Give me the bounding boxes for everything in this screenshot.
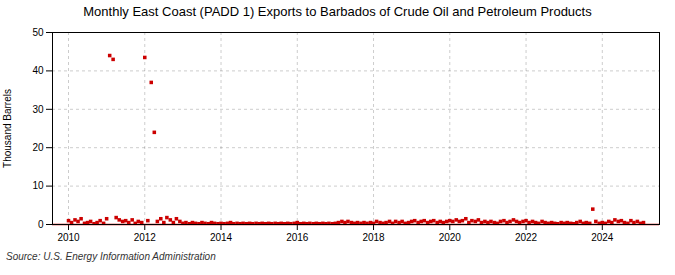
svg-text:2014: 2014 bbox=[210, 232, 233, 243]
svg-text:Thousand Barrels: Thousand Barrels bbox=[2, 89, 13, 168]
html-text:Source: U.S. Energy Informatio: Source: U.S. Energy Information Administ… bbox=[6, 251, 216, 262]
svg-text:2022: 2022 bbox=[515, 232, 538, 243]
svg-text:2012: 2012 bbox=[134, 232, 157, 243]
svg-text:50: 50 bbox=[32, 27, 44, 38]
svg-text:20: 20 bbox=[32, 142, 44, 153]
svg-text:0: 0 bbox=[38, 219, 44, 230]
svg-text:10: 10 bbox=[32, 180, 44, 191]
svg-text:2020: 2020 bbox=[439, 232, 462, 243]
svg-text:2010: 2010 bbox=[57, 232, 80, 243]
svg-text:2016: 2016 bbox=[286, 232, 309, 243]
svg-text:40: 40 bbox=[32, 65, 44, 76]
html-text:Monthly East Coast (PADD 1) Ex: Monthly East Coast (PADD 1) Exports to B… bbox=[83, 4, 592, 19]
svg-text:2018: 2018 bbox=[362, 232, 385, 243]
svg-text:30: 30 bbox=[32, 104, 44, 115]
svg-text:2024: 2024 bbox=[591, 232, 614, 243]
